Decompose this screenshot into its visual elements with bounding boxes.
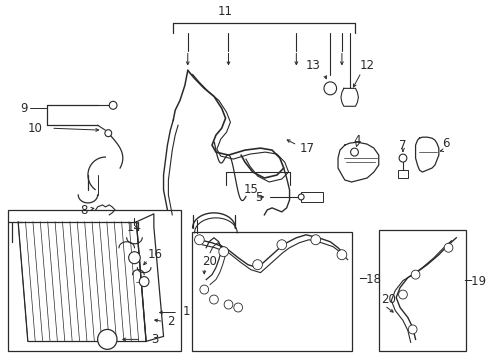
Circle shape — [252, 260, 262, 270]
Text: 5: 5 — [254, 192, 262, 204]
Text: 4: 4 — [353, 134, 361, 147]
Bar — [191, 232, 351, 351]
Bar — [8, 210, 181, 351]
Circle shape — [139, 276, 149, 287]
Text: 1: 1 — [183, 305, 190, 318]
Text: 6: 6 — [441, 137, 448, 150]
Circle shape — [350, 148, 358, 156]
Text: 14: 14 — [127, 221, 142, 234]
Circle shape — [276, 240, 286, 250]
Circle shape — [233, 303, 242, 312]
Circle shape — [98, 329, 117, 349]
Circle shape — [336, 250, 346, 260]
Text: 17: 17 — [299, 141, 314, 155]
Circle shape — [224, 300, 232, 309]
Text: ─18: ─18 — [359, 273, 381, 286]
Text: 11: 11 — [218, 5, 233, 18]
Text: 20: 20 — [380, 293, 395, 306]
Text: 7: 7 — [398, 139, 406, 152]
Text: 9: 9 — [20, 102, 27, 115]
Text: 8: 8 — [80, 204, 87, 217]
Circle shape — [194, 235, 204, 245]
Circle shape — [324, 82, 336, 95]
Text: 10: 10 — [28, 122, 42, 135]
Text: 2: 2 — [167, 315, 175, 328]
Circle shape — [310, 235, 320, 245]
Text: ─19: ─19 — [463, 275, 485, 288]
Text: 15: 15 — [243, 184, 258, 197]
Circle shape — [105, 130, 111, 137]
Bar — [301, 192, 322, 202]
Circle shape — [128, 252, 140, 264]
Circle shape — [209, 295, 218, 304]
Text: 16: 16 — [148, 248, 163, 261]
Text: 13: 13 — [305, 59, 320, 72]
Circle shape — [218, 247, 228, 257]
Circle shape — [443, 243, 452, 252]
Bar — [397, 170, 407, 178]
Circle shape — [298, 194, 304, 200]
Circle shape — [200, 285, 208, 294]
Bar — [378, 230, 465, 351]
Circle shape — [398, 290, 407, 299]
Circle shape — [109, 101, 117, 109]
Circle shape — [410, 270, 419, 279]
Circle shape — [398, 154, 406, 162]
Text: 20: 20 — [202, 255, 217, 268]
Text: 12: 12 — [359, 59, 374, 72]
Circle shape — [407, 325, 416, 334]
Text: 3: 3 — [151, 333, 158, 346]
